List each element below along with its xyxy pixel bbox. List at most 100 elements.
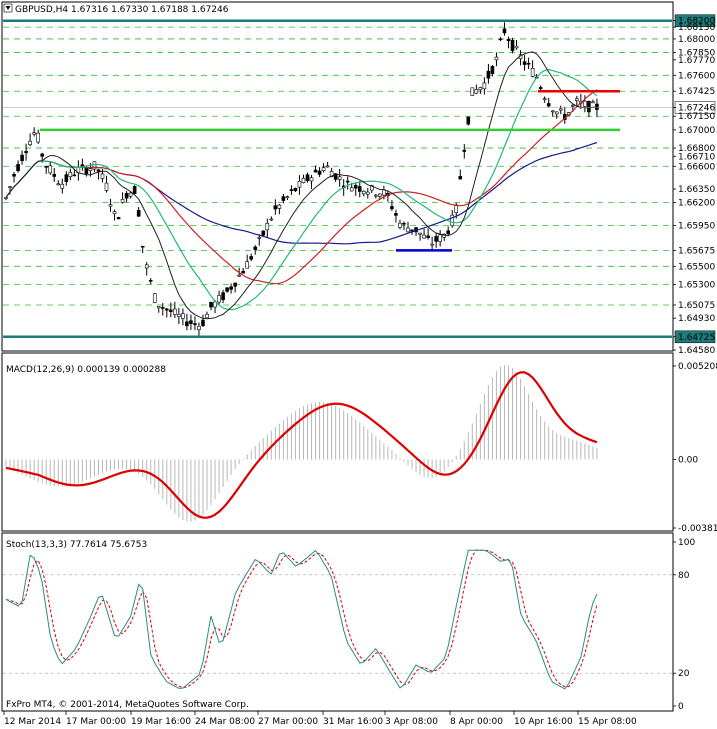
main-pane-frame (1, 1, 674, 352)
macd-header: MACD(12,26,9) 0.000139 0.000288 (6, 365, 166, 375)
price-label: 1.67150 (678, 112, 715, 122)
price-label: 1.67246 (678, 104, 715, 114)
candle-body (241, 270, 245, 274)
candle-body (257, 237, 262, 239)
price-label: 1.66710 (678, 152, 715, 162)
candle-body (583, 100, 587, 107)
copyright-text: FxPro MT4, © 2001-2014, MetaQuotes Softw… (6, 700, 249, 710)
candle-body (293, 188, 298, 192)
candle-body (422, 234, 426, 239)
price-label: 1.66200 (678, 199, 715, 209)
stoch-signal-line (5, 549, 598, 689)
candle-body (48, 165, 53, 174)
price-label: 1.66800 (678, 144, 715, 154)
price-label: 1.65075 (678, 301, 715, 311)
candle-body (394, 213, 398, 216)
candle-body (120, 198, 125, 203)
stoch-label: 20 (678, 669, 690, 679)
stoch-label: 100 (678, 538, 695, 548)
candle-body (108, 204, 113, 207)
candle-body (80, 164, 85, 167)
candle-body (466, 116, 471, 125)
macd-label: 0.00 (678, 456, 698, 466)
candle-body (68, 171, 73, 177)
candle-body (398, 222, 402, 228)
candle-body (60, 183, 65, 189)
candle-body (426, 235, 430, 238)
candle-body (201, 319, 205, 326)
candle-body (169, 309, 173, 313)
stochastic-lines (3, 549, 672, 690)
candle-body (333, 173, 338, 180)
candle-body (128, 192, 133, 197)
candle-body (104, 182, 109, 191)
price-label: 1.64930 (678, 314, 715, 324)
candle-body (450, 214, 455, 227)
support-resistance-lines[interactable] (3, 19, 672, 339)
candle-body (277, 204, 282, 209)
candle-body (317, 170, 322, 175)
candle-body (144, 264, 149, 269)
candle-body (325, 165, 330, 168)
candle-body (378, 193, 382, 197)
candle-body (438, 234, 442, 242)
candle-body (269, 218, 274, 221)
macd-axis: 0.005208 0.00 -0.003813 (673, 362, 717, 534)
stoch-label: 80 (678, 571, 690, 581)
candle-body (514, 45, 519, 49)
candle-body (28, 140, 32, 146)
price-label: 1.66600 (678, 162, 715, 172)
candle-body (406, 227, 410, 233)
candle-body (4, 197, 8, 199)
stoch-axis: 100 80 20 0 (673, 538, 695, 712)
candle-body (522, 61, 527, 65)
price-label: 1.67425 (678, 87, 715, 97)
candle-body (40, 153, 44, 157)
candle-body (446, 230, 451, 235)
candle-body (558, 108, 563, 111)
candle-body (390, 206, 394, 210)
macd-label: -0.003813 (678, 524, 717, 534)
candle-body (221, 292, 225, 301)
price-label: 1.65675 (678, 246, 715, 256)
candle-body (482, 82, 487, 90)
candle-body (281, 196, 286, 201)
candle-body (253, 246, 258, 250)
candle-body (84, 167, 89, 174)
candle-body (458, 176, 463, 180)
candle-body (474, 89, 479, 94)
candle-body (152, 293, 157, 303)
candle-body (349, 187, 354, 192)
candle-body (470, 87, 475, 96)
candle-body (462, 149, 467, 152)
dropdown-triangle-icon[interactable] (5, 6, 11, 10)
candle-body (554, 111, 559, 115)
candle-body (510, 40, 515, 52)
candle-body (36, 132, 40, 143)
candle-body (285, 196, 290, 198)
stoch-header: Stoch(13,3,3) 77.7614 75.6753 (6, 540, 147, 550)
candle-body (140, 245, 145, 248)
candle-body (418, 232, 422, 235)
time-axis: 12 Mar 2014 17 Mar 00:00 19 Mar 16:00 24 Ma… (3, 711, 637, 727)
time-label: 15 Apr 08:00 (578, 717, 637, 727)
moving-averages (5, 51, 598, 320)
candle-body (96, 169, 101, 172)
time-label: 27 Mar 00:00 (258, 717, 318, 727)
candle-body (16, 164, 20, 172)
candle-body (550, 110, 555, 113)
candle-body (56, 183, 61, 186)
candle-body (526, 62, 531, 65)
candle-body (44, 165, 49, 168)
candle-body (185, 321, 189, 327)
time-label: 10 Apr 16:00 (514, 717, 573, 727)
candle-body (410, 229, 414, 232)
price-label: 1.67770 (678, 56, 715, 66)
candle-body (542, 98, 547, 100)
time-label: 3 Apr 08:00 (385, 717, 438, 727)
stoch-pane-frame (1, 532, 674, 712)
candle-body (12, 173, 16, 177)
candle-body (249, 256, 254, 260)
price-label: 1.65300 (678, 281, 715, 291)
